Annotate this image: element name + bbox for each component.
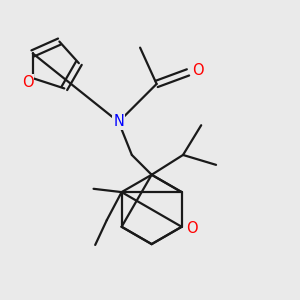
- Text: O: O: [192, 63, 204, 78]
- Text: N: N: [113, 114, 124, 129]
- Text: O: O: [22, 75, 34, 90]
- Text: O: O: [186, 221, 197, 236]
